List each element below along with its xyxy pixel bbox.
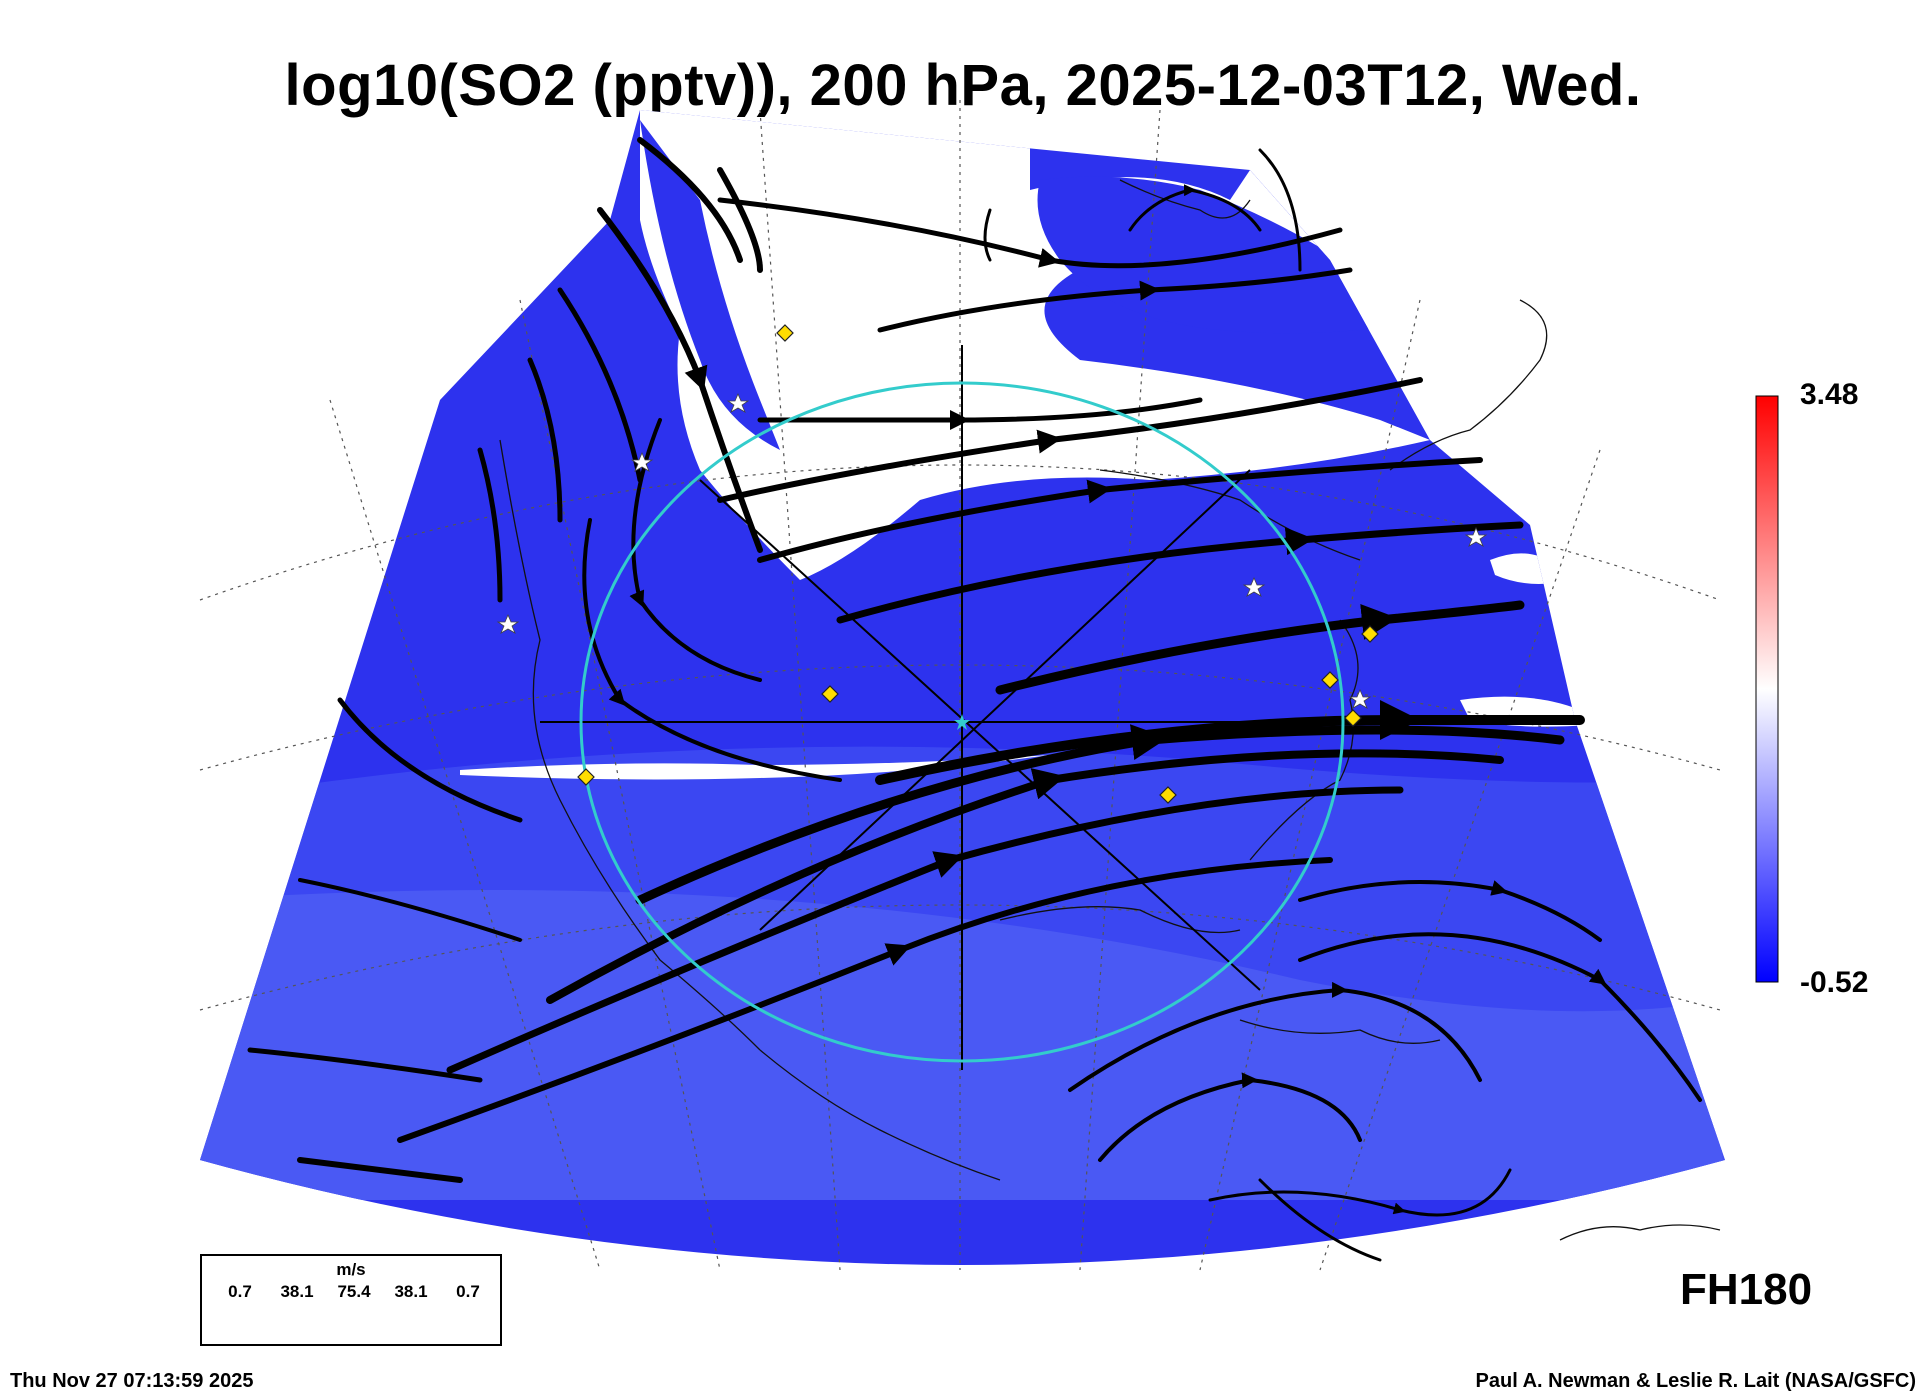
- map-title: log10(SO2 (pptv)), 200 hPa, 2025-12-03T1…: [284, 53, 1642, 118]
- legend-value: 38.1: [394, 1282, 428, 1301]
- graticule: [199, 100, 1721, 1271]
- legend-value: 75.4: [337, 1282, 371, 1301]
- range-ring-ellipse: [579, 381, 1345, 1063]
- wind-speed-legend: m/s 0.7 38.1 75.4 38.1 0.7: [200, 1254, 502, 1346]
- forecast-hour: FH180: [1680, 1265, 1813, 1314]
- station-stars: [496, 392, 1488, 709]
- legend-value: 38.1: [280, 1282, 314, 1301]
- so2-field: [200, 110, 1725, 1265]
- colorbar: [1755, 395, 1779, 983]
- station-markers: [577, 324, 1379, 804]
- credit-line: Paul A. Newman & Leslie R. Lait (NASA/GS…: [1475, 1370, 1916, 1392]
- generated-timestamp: Thu Nov 27 07:13:59 2025: [10, 1370, 254, 1392]
- legend-unit: m/s: [336, 1260, 366, 1279]
- legend-value: 0.7: [228, 1282, 252, 1301]
- coastlines: [499, 179, 1721, 1241]
- center-star-icon: [954, 714, 970, 730]
- wind-streamlines: [247, 137, 1702, 1262]
- colorbar-min-label: -0.52: [1800, 966, 1869, 999]
- legend-value: 0.7: [456, 1282, 480, 1301]
- colorbar-max-label: 3.48: [1800, 378, 1859, 411]
- projection-overlay: [540, 345, 1380, 1070]
